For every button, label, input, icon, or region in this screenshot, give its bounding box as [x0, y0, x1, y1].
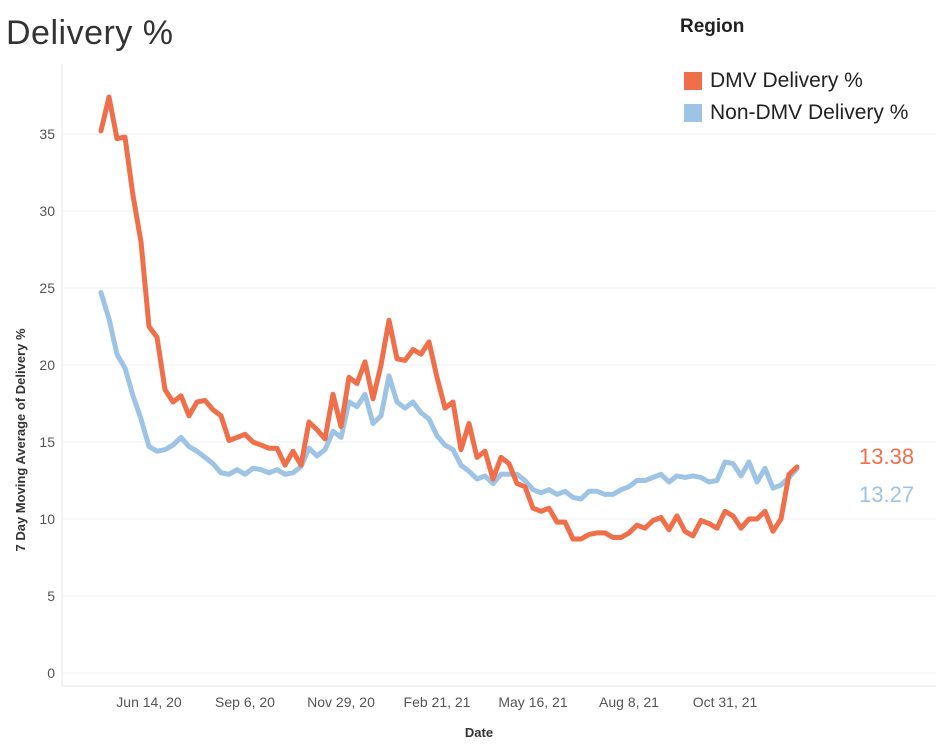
legend-item-dmv[interactable]: DMV Delivery %	[684, 68, 863, 94]
x-tick-label: Feb 21, 21	[404, 694, 471, 710]
series-line-non-dmv[interactable]	[98, 290, 800, 502]
legend-item-non-dmv[interactable]: Non-DMV Delivery %	[684, 100, 908, 126]
y-tick-label: 15	[39, 434, 55, 450]
x-axis: Jun 14, 20 Sep 6, 20 Nov 29, 20 Feb 21, 21 M…	[116, 694, 757, 710]
legend-title: Region	[680, 16, 745, 37]
x-tick-label: May 16, 21	[498, 694, 567, 710]
y-tick-label: 10	[39, 511, 55, 527]
x-tick-label: Aug 8, 21	[599, 694, 659, 710]
chart-title: Delivery %	[6, 14, 174, 52]
end-labels: 13.38 13.27	[859, 444, 914, 507]
x-tick-label: Nov 29, 20	[307, 694, 375, 710]
y-tick-label: 25	[39, 280, 55, 296]
y-tick-label: 20	[39, 357, 55, 373]
y-axis: 0 5 10 15 20 25 30 35	[39, 126, 55, 681]
x-tick-label: Sep 6, 20	[215, 694, 275, 710]
legend-label-dmv: DMV Delivery %	[710, 69, 863, 92]
x-tick-label: Jun 14, 20	[116, 694, 182, 710]
x-tick-label: Oct 31, 21	[693, 694, 758, 710]
legend-label-non-dmv: Non-DMV Delivery %	[710, 101, 909, 124]
series-lines[interactable]	[98, 94, 800, 542]
legend-swatch-non-dmv	[684, 104, 702, 122]
legend-swatch-dmv	[684, 72, 702, 90]
y-tick-label: 30	[39, 203, 55, 219]
gridlines	[61, 64, 936, 687]
series-line-dmv[interactable]	[98, 94, 800, 542]
y-tick-label: 35	[39, 126, 55, 142]
x-axis-title: Date	[465, 725, 493, 740]
y-tick-label: 5	[47, 588, 55, 604]
end-label-non-dmv: 13.27	[859, 482, 914, 507]
y-tick-label: 0	[47, 665, 55, 681]
end-label-dmv: 13.38	[859, 444, 914, 469]
y-axis-title: 7 Day Moving Average of Delivery %	[13, 328, 28, 551]
